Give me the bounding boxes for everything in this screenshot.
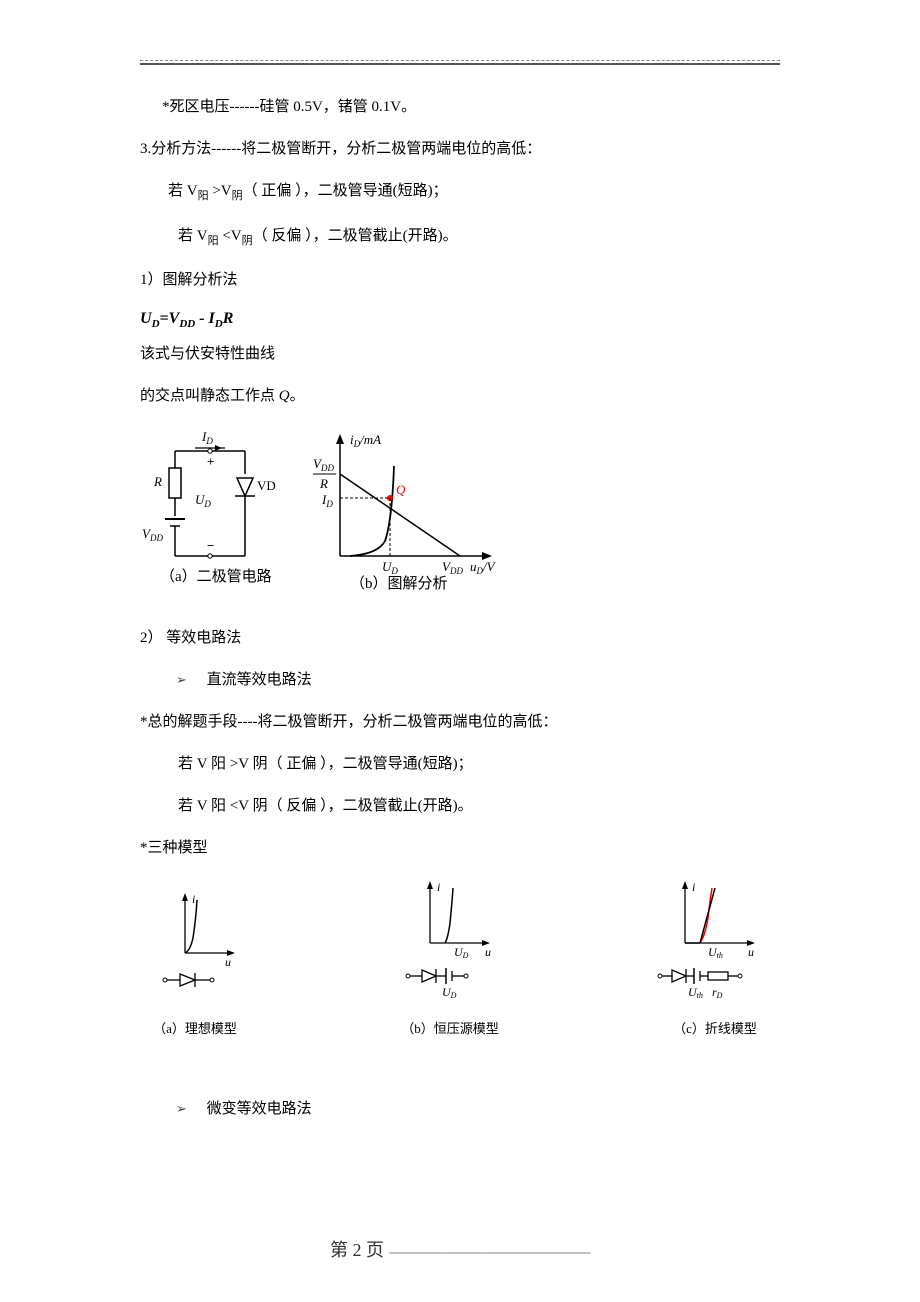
footer: 第 2 页 ----------------------------------… bbox=[140, 1236, 780, 1262]
t: = bbox=[160, 310, 169, 327]
svg-text:VDD: VDD bbox=[442, 559, 463, 576]
svg-text:iD/mA: iD/mA bbox=[350, 432, 381, 449]
svg-text:（a）二极管电路: （a）二极管电路 bbox=[160, 568, 272, 585]
q-symbol: Q bbox=[279, 388, 290, 404]
svg-text:UD: UD bbox=[382, 559, 398, 576]
formula-ud: UD=VDD - IDR bbox=[140, 310, 780, 330]
arrow-icon: ➢ bbox=[176, 672, 187, 687]
text-main-method: *总的解题手段----将二极管断开，分析二极管两端电位的高低： bbox=[140, 710, 780, 734]
t: 微变等效电路法 bbox=[207, 1101, 312, 1117]
t: 阳 bbox=[208, 235, 219, 247]
t: D bbox=[152, 318, 160, 330]
text-method: 3.分析方法------将二极管断开，分析二极管两端电位的高低： bbox=[140, 137, 780, 161]
svg-text:u: u bbox=[225, 955, 231, 969]
t: D bbox=[215, 318, 223, 330]
text-curve: 该式与伏安特性曲线 bbox=[140, 342, 780, 366]
t: U bbox=[140, 310, 152, 327]
svg-text:VD: VD bbox=[257, 478, 276, 493]
top-divider bbox=[140, 60, 780, 65]
subheading-small-signal: ➢ 微变等效电路法 bbox=[140, 1097, 780, 1121]
diagram-circuit-graph: ID + R VD UD VDD − （a）二极管 bbox=[140, 426, 780, 606]
arrow-icon: ➢ bbox=[176, 1101, 187, 1116]
svg-text:VDD: VDD bbox=[313, 456, 334, 473]
footer-dashes: ----------------------------------------… bbox=[389, 1245, 590, 1260]
svg-text:Uth: Uth bbox=[688, 985, 703, 1000]
text-forward-bias: 若 V阳 >V阴（ 正偏 ），二极管导通(短路)； bbox=[140, 179, 780, 206]
svg-text:（b）图解分析: （b）图解分析 bbox=[350, 575, 448, 592]
svg-text:UD: UD bbox=[442, 985, 457, 1000]
t: R bbox=[223, 310, 234, 327]
svg-text:u: u bbox=[748, 945, 754, 959]
text-fwd2: 若 V 阳 >V 阴（ 正偏 ），二极管导通(短路)； bbox=[140, 752, 780, 776]
t: （ 正偏 ），二极管导通(短路)； bbox=[243, 183, 448, 199]
svg-text:VDD: VDD bbox=[142, 526, 163, 543]
svg-text:Uth: Uth bbox=[708, 945, 723, 960]
svg-text:u: u bbox=[485, 945, 491, 959]
t: <V bbox=[219, 228, 242, 244]
t: DD bbox=[179, 318, 195, 330]
heading-graphical: 1）图解分析法 bbox=[140, 268, 780, 292]
text-q-point: 的交点叫静态工作点 Q。 bbox=[140, 384, 780, 408]
svg-text:UD: UD bbox=[454, 945, 469, 960]
svg-text:uD/V: uD/V bbox=[470, 559, 497, 576]
t: 阴 bbox=[232, 190, 243, 202]
svg-text:−: − bbox=[207, 538, 214, 553]
t: 若 V bbox=[178, 228, 208, 244]
t: - bbox=[195, 310, 208, 327]
model-c-svg: i u Uth Uth rD bbox=[650, 878, 780, 1013]
svg-text:rD: rD bbox=[712, 985, 723, 1000]
t: >V bbox=[209, 183, 232, 199]
subheading-dc: ➢ 直流等效电路法 bbox=[140, 668, 780, 692]
svg-text:ID: ID bbox=[321, 492, 333, 509]
t: 直流等效电路法 bbox=[207, 672, 312, 688]
svg-text:i: i bbox=[437, 880, 440, 894]
t: 若 V bbox=[168, 183, 198, 199]
t: V bbox=[169, 310, 180, 327]
svg-text:UD: UD bbox=[195, 492, 211, 509]
svg-text:R: R bbox=[319, 476, 328, 491]
t: 阳 bbox=[198, 190, 209, 202]
text-dead-zone: *死区电压------硅管 0.5V，锗管 0.1V。 bbox=[140, 95, 780, 119]
model-c-caption: （c）折线模型 bbox=[650, 1018, 780, 1037]
model-a-svg: i u bbox=[140, 888, 250, 1013]
t: 的交点叫静态工作点 bbox=[140, 388, 279, 404]
footer-page: 第 2 页 bbox=[330, 1236, 384, 1262]
svg-text:+: + bbox=[207, 454, 214, 469]
text-reverse-bias: 若 V阳 <V阴（ 反偏 ），二极管截止(开路)。 bbox=[140, 224, 780, 251]
model-b-svg: i u UD UD bbox=[390, 878, 510, 1013]
models-row: i u （a）理想模型 i u UD bbox=[140, 878, 780, 1037]
circuit-svg: ID + R VD UD VDD − （a）二极管 bbox=[140, 426, 500, 601]
text-rev2: 若 V 阳 <V 阴（ 反偏 ），二极管截止(开路)。 bbox=[140, 794, 780, 818]
svg-text:i: i bbox=[192, 892, 195, 906]
model-b: i u UD UD （b）恒压源模型 bbox=[390, 878, 510, 1037]
heading-equiv: 2） 等效电路法 bbox=[140, 626, 780, 650]
t: （ 反偏 ），二极管截止(开路)。 bbox=[253, 228, 458, 244]
model-c: i u Uth Uth rD （c）折线模型 bbox=[650, 878, 780, 1037]
svg-text:Q: Q bbox=[396, 482, 406, 497]
text-three-models: *三种模型 bbox=[140, 836, 780, 860]
svg-text:i: i bbox=[692, 880, 695, 894]
model-b-caption: （b）恒压源模型 bbox=[390, 1018, 510, 1037]
model-a: i u （a）理想模型 bbox=[140, 888, 250, 1037]
svg-text:R: R bbox=[153, 474, 162, 489]
model-a-caption: （a）理想模型 bbox=[140, 1018, 250, 1037]
svg-text:ID: ID bbox=[201, 429, 213, 446]
t: 。 bbox=[290, 388, 305, 404]
t: 阴 bbox=[242, 235, 253, 247]
